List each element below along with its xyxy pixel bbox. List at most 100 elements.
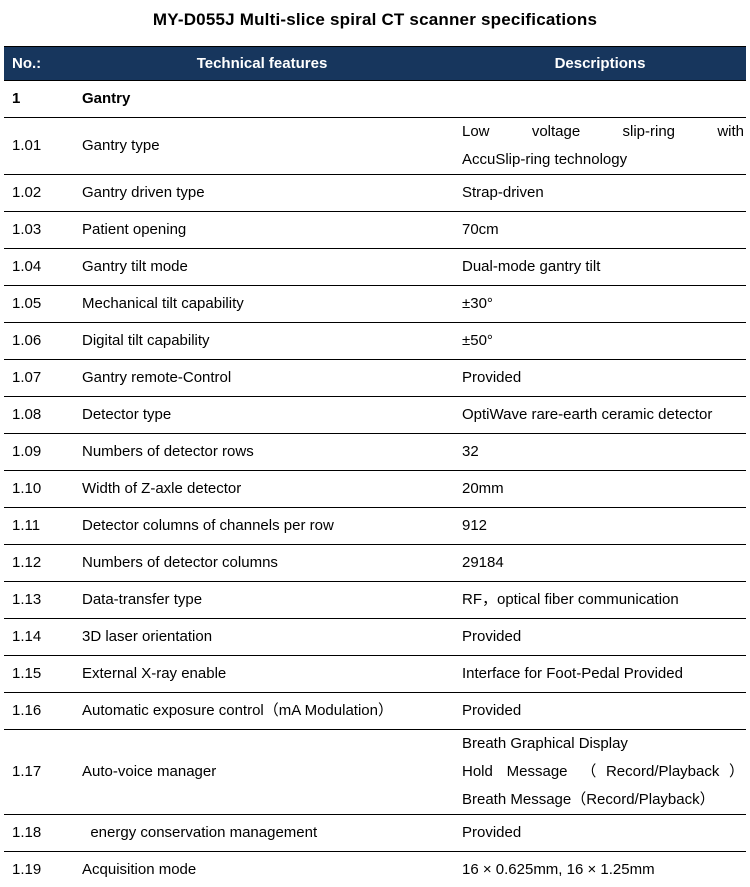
description-line: Low voltage slip-ring with — [462, 123, 744, 140]
table-header-row: No.: Technical features Descriptions — [4, 46, 746, 81]
cell-feature: Mechanical tilt capability — [70, 285, 454, 323]
cell-description: RF，optical fiber communication — [454, 581, 746, 619]
cell-no: 1.07 — [4, 359, 70, 397]
description-line: Provided — [462, 702, 522, 719]
table-row: 1.11 Detector columns of channels per row… — [4, 507, 746, 545]
cell-feature: Gantry tilt mode — [70, 248, 454, 286]
cell-feature: Numbers of detector rows — [70, 433, 454, 471]
description-line: 70cm — [462, 221, 499, 238]
cell-description: 29184 — [454, 544, 746, 582]
cell-no: 1.09 — [4, 433, 70, 471]
column-header-technical-features: Technical features — [70, 46, 454, 81]
description-line: 16 × 0.625mm, 16 × 1.25mm — [462, 861, 655, 878]
cell-feature: External X-ray enable — [70, 655, 454, 693]
cell-no: 1.16 — [4, 692, 70, 730]
cell-description: Dual-mode gantry tilt — [454, 248, 746, 286]
cell-no: 1.11 — [4, 507, 70, 545]
cell-description: OptiWave rare-earth ceramic detector — [454, 396, 746, 434]
cell-feature: Width of Z-axle detector — [70, 470, 454, 508]
table-row: 1.19 Acquisition mode 16 × 0.625mm, 16 × 1… — [4, 851, 746, 887]
spec-table: No.: Technical features Descriptions 1 Ga… — [4, 46, 746, 887]
cell-description: Provided — [454, 814, 746, 852]
page-title: MY-D055J Multi-slice spiral CT scanner s… — [152, 10, 598, 29]
description-line: Breath Message（Record/Playback） — [462, 791, 715, 808]
cell-no: 1.12 — [4, 544, 70, 582]
cell-description: Provided — [454, 359, 746, 397]
description-line: OptiWave rare-earth ceramic detector — [462, 406, 713, 423]
description-line: Breath Graphical Display — [462, 735, 628, 752]
cell-no: 1.04 — [4, 248, 70, 286]
description-line: ±50° — [462, 332, 493, 349]
cell-description: Provided — [454, 618, 746, 656]
cell-no: 1.08 — [4, 396, 70, 434]
cell-feature: energy conservation management — [70, 814, 454, 852]
table-row: 1.03 Patient opening 70cm — [4, 211, 746, 249]
table-row: 1.15 External X-ray enable Interface for F… — [4, 655, 746, 693]
table-row: 1.06 Digital tilt capability ±50° — [4, 322, 746, 360]
cell-feature: Auto-voice manager — [70, 729, 454, 815]
cell-no: 1.05 — [4, 285, 70, 323]
description-line: Provided — [462, 369, 522, 386]
table-row: 1.14 3D laser orientation Provided — [4, 618, 746, 656]
table-row: 1.12 Numbers of detector columns 29184 — [4, 544, 746, 582]
cell-feature: Detector columns of channels per row — [70, 507, 454, 545]
column-header-no: No.: — [4, 46, 70, 81]
cell-no: 1 — [4, 80, 70, 118]
cell-feature: Gantry driven type — [70, 174, 454, 212]
description-line: 912 — [462, 517, 488, 534]
cell-description: 70cm — [454, 211, 746, 249]
description-line: 32 — [462, 443, 479, 460]
cell-description: ±50° — [454, 322, 746, 360]
cell-no: 1.17 — [4, 729, 70, 815]
column-header-descriptions: Descriptions — [454, 46, 746, 81]
cell-feature: 3D laser orientation — [70, 618, 454, 656]
cell-description: 16 × 0.625mm, 16 × 1.25mm — [454, 851, 746, 887]
cell-no: 1.13 — [4, 581, 70, 619]
table-row: 1.02 Gantry driven type Strap-driven — [4, 174, 746, 212]
description-line: Provided — [462, 628, 522, 645]
cell-feature: Numbers of detector columns — [70, 544, 454, 582]
table-body: 1 Gantry 1.01 Gantry type Low voltage slip-r… — [4, 80, 746, 887]
description-line: Dual-mode gantry tilt — [462, 258, 601, 275]
cell-description: Low voltage slip-ring with AccuSlip-ring … — [454, 117, 746, 175]
cell-no: 1.02 — [4, 174, 70, 212]
cell-description: Interface for Foot-Pedal Provided — [454, 655, 746, 693]
table-row: 1 Gantry — [4, 80, 746, 118]
cell-description — [454, 80, 746, 118]
description-line: Interface for Foot-Pedal Provided — [462, 665, 683, 682]
cell-no: 1.01 — [4, 117, 70, 175]
cell-description: Provided — [454, 692, 746, 730]
description-line: Provided — [462, 824, 522, 841]
cell-feature: Data-transfer type — [70, 581, 454, 619]
table-row: 1.09 Numbers of detector rows 32 — [4, 433, 746, 471]
cell-description: 32 — [454, 433, 746, 471]
description-line: Strap-driven — [462, 184, 544, 201]
cell-description: ±30° — [454, 285, 746, 323]
cell-feature: Digital tilt capability — [70, 322, 454, 360]
description-line: AccuSlip-ring technology — [462, 151, 628, 168]
cell-feature: Patient opening — [70, 211, 454, 249]
table-head: No.: Technical features Descriptions — [4, 46, 746, 81]
table-row: 1.18 energy conservation management Provi… — [4, 814, 746, 852]
table-row: 1.01 Gantry type Low voltage slip-ring wit… — [4, 117, 746, 175]
cell-no: 1.14 — [4, 618, 70, 656]
cell-no: 1.18 — [4, 814, 70, 852]
table-row: 1.17 Auto-voice manager Breath Graphical D… — [4, 729, 746, 815]
cell-no: 1.06 — [4, 322, 70, 360]
cell-no: 1.19 — [4, 851, 70, 887]
cell-description: Strap-driven — [454, 174, 746, 212]
cell-description: Breath Graphical Display Hold Message （Re… — [454, 729, 746, 815]
table-row: 1.08 Detector type OptiWave rare-earth cer… — [4, 396, 746, 434]
table-row: 1.10 Width of Z-axle detector 20mm — [4, 470, 746, 508]
cell-no: 1.10 — [4, 470, 70, 508]
description-line: 29184 — [462, 554, 504, 571]
description-line: ±30° — [462, 295, 493, 312]
cell-no: 1.03 — [4, 211, 70, 249]
description-line: 20mm — [462, 480, 504, 497]
cell-feature: Gantry type — [70, 117, 454, 175]
cell-no: 1.15 — [4, 655, 70, 693]
table-row: 1.07 Gantry remote-Control Provided — [4, 359, 746, 397]
table-row: 1.05 Mechanical tilt capability ±30° — [4, 285, 746, 323]
cell-feature: Automatic exposure control（mA Modulation… — [70, 692, 454, 730]
